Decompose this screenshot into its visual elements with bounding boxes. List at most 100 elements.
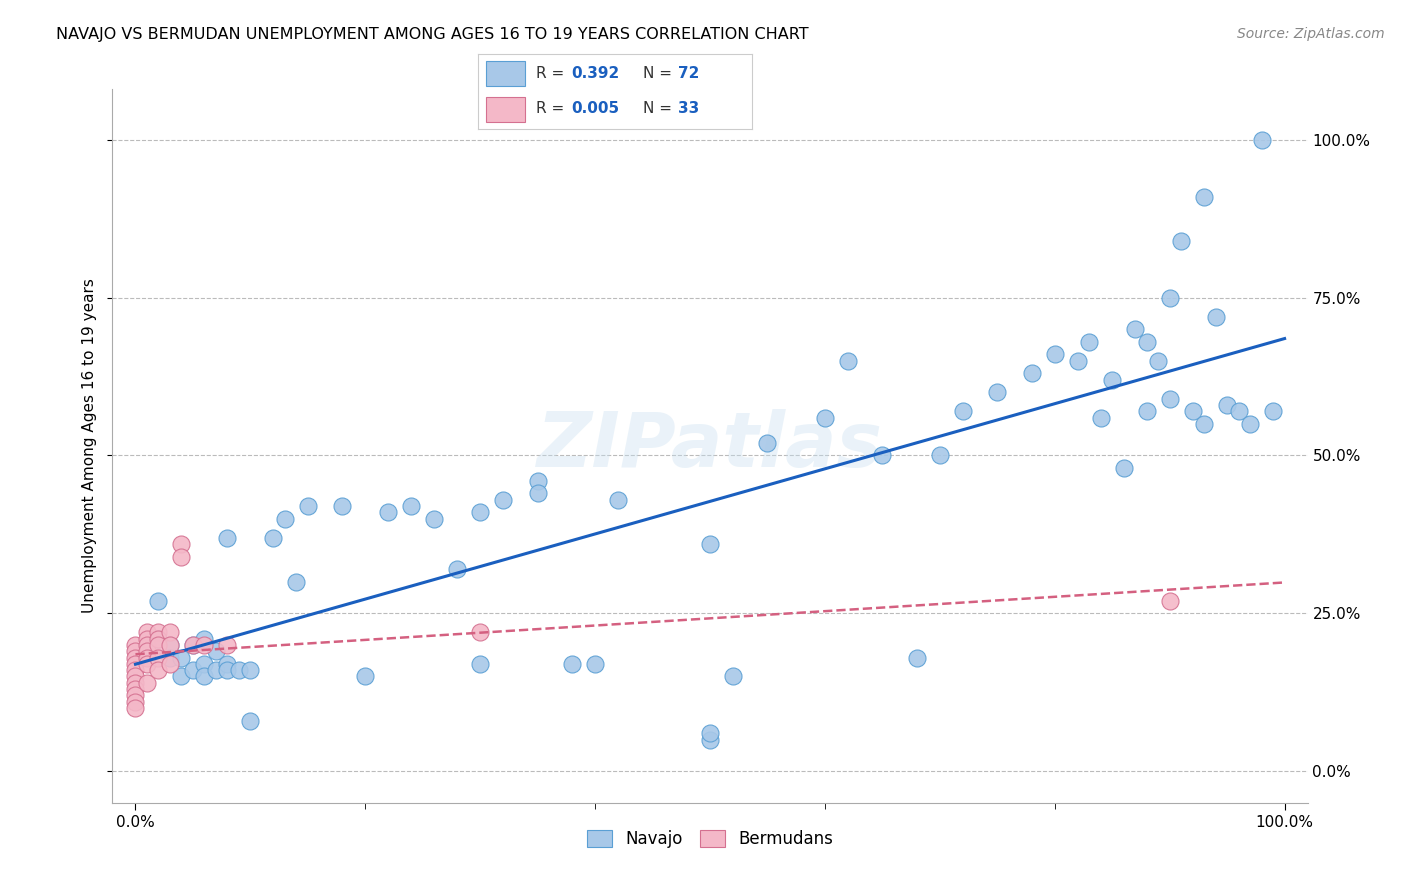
Point [1021,367,1043,381]
Point [136,638,159,652]
Point [193,669,215,683]
Point [526,474,548,488]
Legend: Navajo, Bermudans: Navajo, Bermudans [581,823,839,855]
Point [1159,291,1181,305]
Point [583,657,606,671]
Point [354,669,377,683]
Point [1043,347,1066,361]
Point [136,632,159,646]
Point [721,669,744,683]
Point [136,675,159,690]
Point [470,657,492,671]
Point [699,732,721,747]
Point [148,638,170,652]
Point [193,638,215,652]
Point [159,638,181,652]
Point [148,663,170,677]
Point [148,632,170,646]
Point [285,574,308,589]
Point [205,644,228,658]
Point [699,726,721,740]
Y-axis label: Unemployment Among Ages 16 to 19 years: Unemployment Among Ages 16 to 19 years [82,278,97,614]
Point [136,644,159,658]
Point [124,695,146,709]
Point [872,449,894,463]
Point [1159,392,1181,406]
Point [561,657,583,671]
Point [1192,417,1215,431]
Point [1170,234,1192,248]
Point [1205,310,1227,324]
Point [136,625,159,640]
Point [377,505,399,519]
Point [170,650,193,665]
Point [274,511,297,525]
Text: N =: N = [643,67,676,81]
Point [170,669,193,683]
Point [124,663,146,677]
Text: 0.005: 0.005 [571,102,620,116]
Point [526,486,548,500]
Point [159,638,181,652]
Point [217,663,239,677]
Point [193,632,215,646]
Point [446,562,468,576]
Point [1261,404,1284,418]
Point [181,638,204,652]
Point [1227,404,1250,418]
Point [217,638,239,652]
Point [1147,353,1170,368]
Point [148,650,170,665]
Point [159,657,181,671]
Point [905,650,928,665]
Point [837,353,859,368]
Point [124,669,146,683]
Point [1181,404,1204,418]
Point [148,632,170,646]
Point [1112,461,1135,475]
Point [330,499,353,513]
Point [170,549,193,564]
Point [1159,593,1181,607]
Point [124,682,146,697]
Point [217,531,239,545]
Text: 72: 72 [678,67,700,81]
Point [124,638,146,652]
Point [159,650,181,665]
Point [1239,417,1261,431]
Point [1250,133,1272,147]
Point [470,625,492,640]
Point [401,499,423,513]
Point [1090,410,1112,425]
Point [159,625,181,640]
Point [205,663,228,677]
Point [124,689,146,703]
Text: ZIPatlas: ZIPatlas [537,409,883,483]
Point [148,593,170,607]
Text: NAVAJO VS BERMUDAN UNEMPLOYMENT AMONG AGES 16 TO 19 YEARS CORRELATION CHART: NAVAJO VS BERMUDAN UNEMPLOYMENT AMONG AG… [56,27,808,42]
Text: R =: R = [536,102,569,116]
Point [423,511,446,525]
Point [1067,353,1090,368]
Point [756,435,779,450]
Point [136,657,159,671]
Point [1123,322,1146,336]
Point [193,657,215,671]
Point [814,410,837,425]
Point [124,644,146,658]
Point [470,505,492,519]
Point [928,449,950,463]
Point [124,657,146,671]
Point [1192,189,1215,203]
Text: 33: 33 [678,102,699,116]
Point [492,492,515,507]
Point [1136,404,1159,418]
Point [1101,373,1123,387]
Point [217,657,239,671]
Point [297,499,319,513]
Text: 0.392: 0.392 [571,67,620,81]
Point [239,714,262,728]
Point [228,663,250,677]
Point [952,404,974,418]
Point [124,701,146,715]
